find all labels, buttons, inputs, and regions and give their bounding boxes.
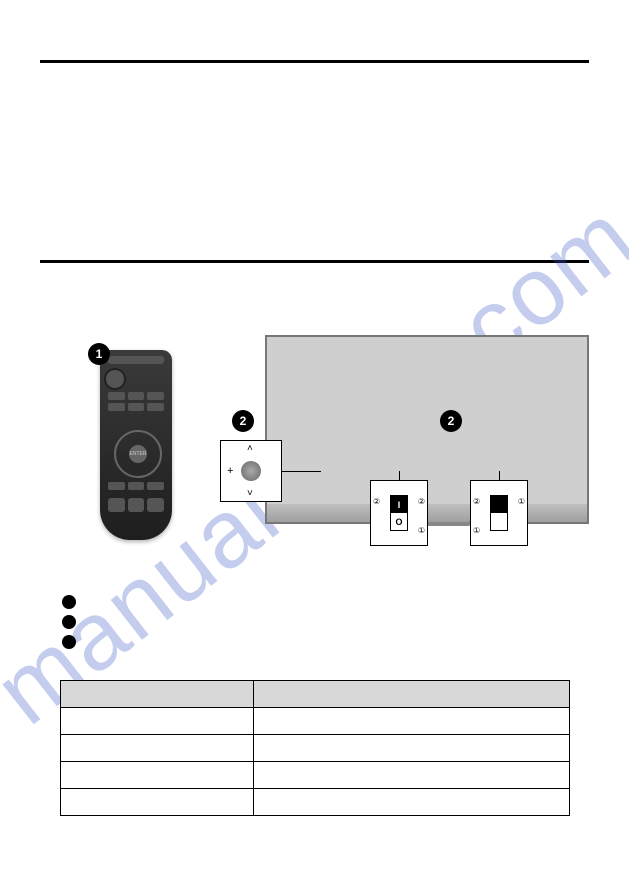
- remote-row-2: [108, 482, 164, 490]
- leader-line: [399, 471, 400, 481]
- remote-illustration: ENTER: [100, 350, 172, 540]
- table-row: [61, 789, 570, 816]
- badge-callout-2: 2: [440, 410, 462, 432]
- leader-line: [281, 471, 321, 472]
- plus-icon: +: [227, 465, 233, 477]
- dpad-icon: ENTER: [114, 430, 162, 478]
- rule-section: [40, 260, 589, 263]
- rocker-switch-icon: I O: [390, 495, 408, 531]
- table-row: [61, 762, 570, 789]
- indicator-table: [60, 680, 570, 816]
- callout-main-switch-b: ② ① ①: [470, 480, 528, 546]
- switch-on-mark: [491, 496, 507, 513]
- callout-main-switch-a: I O ② ① ②: [370, 480, 428, 546]
- callout-joystick: + ˄ ˅: [220, 440, 282, 502]
- table-header: [61, 681, 254, 708]
- mark-2: ②: [418, 497, 425, 506]
- remote-row-3: [108, 498, 164, 512]
- switch-on-mark: I: [391, 496, 407, 513]
- mark-1b: ①: [518, 497, 525, 506]
- table-row: [61, 735, 570, 762]
- rule-top: [40, 60, 589, 63]
- manual-page: manualshive.com ENTER 1 2 2 + ˄ ˅ I O ② …: [0, 0, 629, 893]
- switch-off-mark: O: [391, 513, 407, 530]
- switch-off-mark: [491, 513, 507, 530]
- remote-row-buttons: [108, 392, 164, 411]
- mark-1: ①: [418, 526, 425, 535]
- bullet-icon: [62, 635, 76, 649]
- chevron-down-icon: ˅: [247, 488, 253, 499]
- chevron-up-icon: ˄: [247, 443, 253, 454]
- table-row: [61, 708, 570, 735]
- leader-line: [499, 471, 500, 481]
- table-header: [254, 681, 570, 708]
- badge-callout-1: 2: [232, 410, 254, 432]
- bullet-icon: [62, 595, 76, 609]
- mark-2: ②: [473, 497, 480, 506]
- joystick-icon: [241, 461, 261, 481]
- bullet-list: [62, 595, 76, 655]
- badge-remote: 1: [88, 343, 110, 365]
- rocker-switch-icon: [490, 495, 508, 531]
- bullet-icon: [62, 615, 76, 629]
- mark-2b: ②: [373, 497, 380, 506]
- mark-1: ①: [473, 526, 480, 535]
- power-button-icon: [106, 370, 124, 388]
